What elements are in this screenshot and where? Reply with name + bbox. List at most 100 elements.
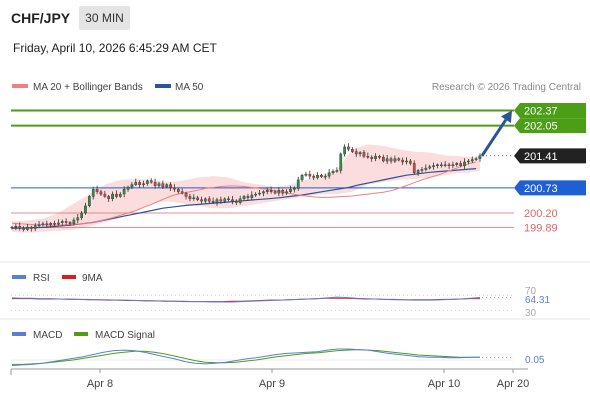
- macd-signal-line: [12, 349, 480, 365]
- candle-body: [382, 156, 385, 162]
- candle-body: [118, 193, 122, 197]
- candle-body: [76, 217, 80, 221]
- candle-body: [304, 173, 308, 176]
- macd-legend-label: MACD: [33, 330, 62, 341]
- timeframe-button[interactable]: 30 MIN: [79, 6, 130, 30]
- candle-body: [84, 205, 87, 214]
- candle-body: [60, 221, 64, 223]
- rsi-legend-swatch: [12, 275, 26, 279]
- candle-body: [126, 186, 130, 190]
- candle-body: [293, 188, 296, 190]
- macd-legend-swatch: [12, 332, 26, 336]
- candle-body: [18, 225, 22, 229]
- candle-body: [68, 222, 72, 224]
- level-tag-2: [514, 148, 586, 164]
- candle-body: [351, 148, 354, 152]
- forecast-arrow-head: [500, 110, 512, 123]
- candle-body: [389, 158, 393, 162]
- candle-body: [393, 158, 397, 162]
- candle-body: [207, 198, 211, 202]
- candle-body: [37, 224, 41, 227]
- candle-body: [443, 164, 447, 167]
- candle-body: [184, 192, 188, 197]
- candle-body: [130, 184, 134, 188]
- candle-body: [327, 172, 331, 177]
- chart-datetime: Friday, April 10, 2026 6:45:29 AM CET: [13, 41, 217, 55]
- candle-body: [161, 183, 165, 188]
- candle-body: [474, 158, 478, 160]
- candle-body: [223, 198, 227, 202]
- candle-body: [165, 184, 169, 188]
- candle-body: [22, 227, 25, 230]
- main-plot: 202.37 202.05 201.41 200.73 200.20 199.89: [10, 102, 586, 235]
- bollinger-band: [12, 144, 480, 233]
- candle-body: [10, 226, 14, 229]
- candle-body: [57, 222, 60, 225]
- candle-body: [219, 199, 223, 202]
- candle-body: [30, 226, 33, 229]
- candle-body: [203, 198, 207, 202]
- candle-body: [370, 156, 374, 159]
- candle-body: [254, 193, 257, 196]
- candle-body: [107, 196, 110, 199]
- forecast-arrow-shaft: [480, 118, 508, 157]
- candle-body: [142, 183, 145, 185]
- candle-body: [176, 189, 180, 192]
- candle-body: [134, 182, 138, 185]
- x-tick-label-1: Apr 9: [259, 378, 285, 390]
- candle-body: [320, 174, 323, 177]
- rsi-ma-legend-swatch: [62, 275, 76, 279]
- candle-body: [358, 152, 362, 155]
- candle-body: [258, 192, 261, 195]
- candle-body: [405, 160, 408, 163]
- candle-body: [169, 184, 172, 189]
- candle-body: [300, 174, 304, 181]
- candle-body: [231, 199, 234, 202]
- candle-body: [281, 190, 285, 194]
- candle-body: [347, 146, 350, 150]
- candle-body: [103, 193, 107, 197]
- symbol-title: CHF/JPY: [11, 10, 71, 26]
- x-tick-label-3: Apr 20: [497, 378, 529, 390]
- candle-body: [33, 225, 37, 229]
- candle-body: [440, 164, 443, 167]
- candle-body: [296, 179, 300, 189]
- candle-body: [467, 160, 470, 163]
- ma20-legend-label: MA 20 + Bollinger Bands: [33, 82, 143, 93]
- level-tag-3: [514, 180, 586, 196]
- candle-body: [374, 156, 377, 159]
- candle-body: [196, 197, 199, 200]
- candle-body: [122, 189, 126, 195]
- candle-body: [72, 219, 76, 224]
- level-label-0: 202.37: [524, 106, 558, 118]
- rsi-plot: [11, 294, 514, 311]
- rsi-ma-legend-label: 9MA: [82, 273, 103, 284]
- candle-body: [451, 164, 455, 167]
- candle-body: [145, 180, 149, 184]
- candle-body: [424, 167, 428, 170]
- ma50-legend-label: MA 50: [175, 82, 204, 93]
- ma50-legend-swatch: [155, 84, 171, 88]
- candle-body: [354, 151, 358, 155]
- level-tag-1: [514, 118, 586, 134]
- candle-body: [115, 193, 118, 197]
- macd-line: [11, 348, 480, 366]
- candle-body: [401, 159, 404, 163]
- candle-body: [432, 165, 435, 167]
- candle-body: [455, 163, 459, 165]
- level-label-1: 202.05: [524, 121, 558, 133]
- candle-body: [459, 163, 462, 166]
- candle-body: [436, 164, 439, 167]
- macd-value-label: 0.05: [525, 355, 545, 366]
- candle-body: [87, 196, 91, 206]
- candle-body: [269, 190, 273, 192]
- candle-body: [26, 226, 29, 230]
- candle-body: [64, 221, 68, 223]
- level-tag-0: [514, 102, 586, 118]
- candle-body: [397, 158, 401, 161]
- x-axis-labels: Apr 8 Apr 9 Apr 10 Apr 20: [10, 369, 529, 390]
- candle-body: [308, 173, 312, 177]
- candle-body: [250, 194, 254, 198]
- level-label-3: 200.73: [524, 183, 558, 195]
